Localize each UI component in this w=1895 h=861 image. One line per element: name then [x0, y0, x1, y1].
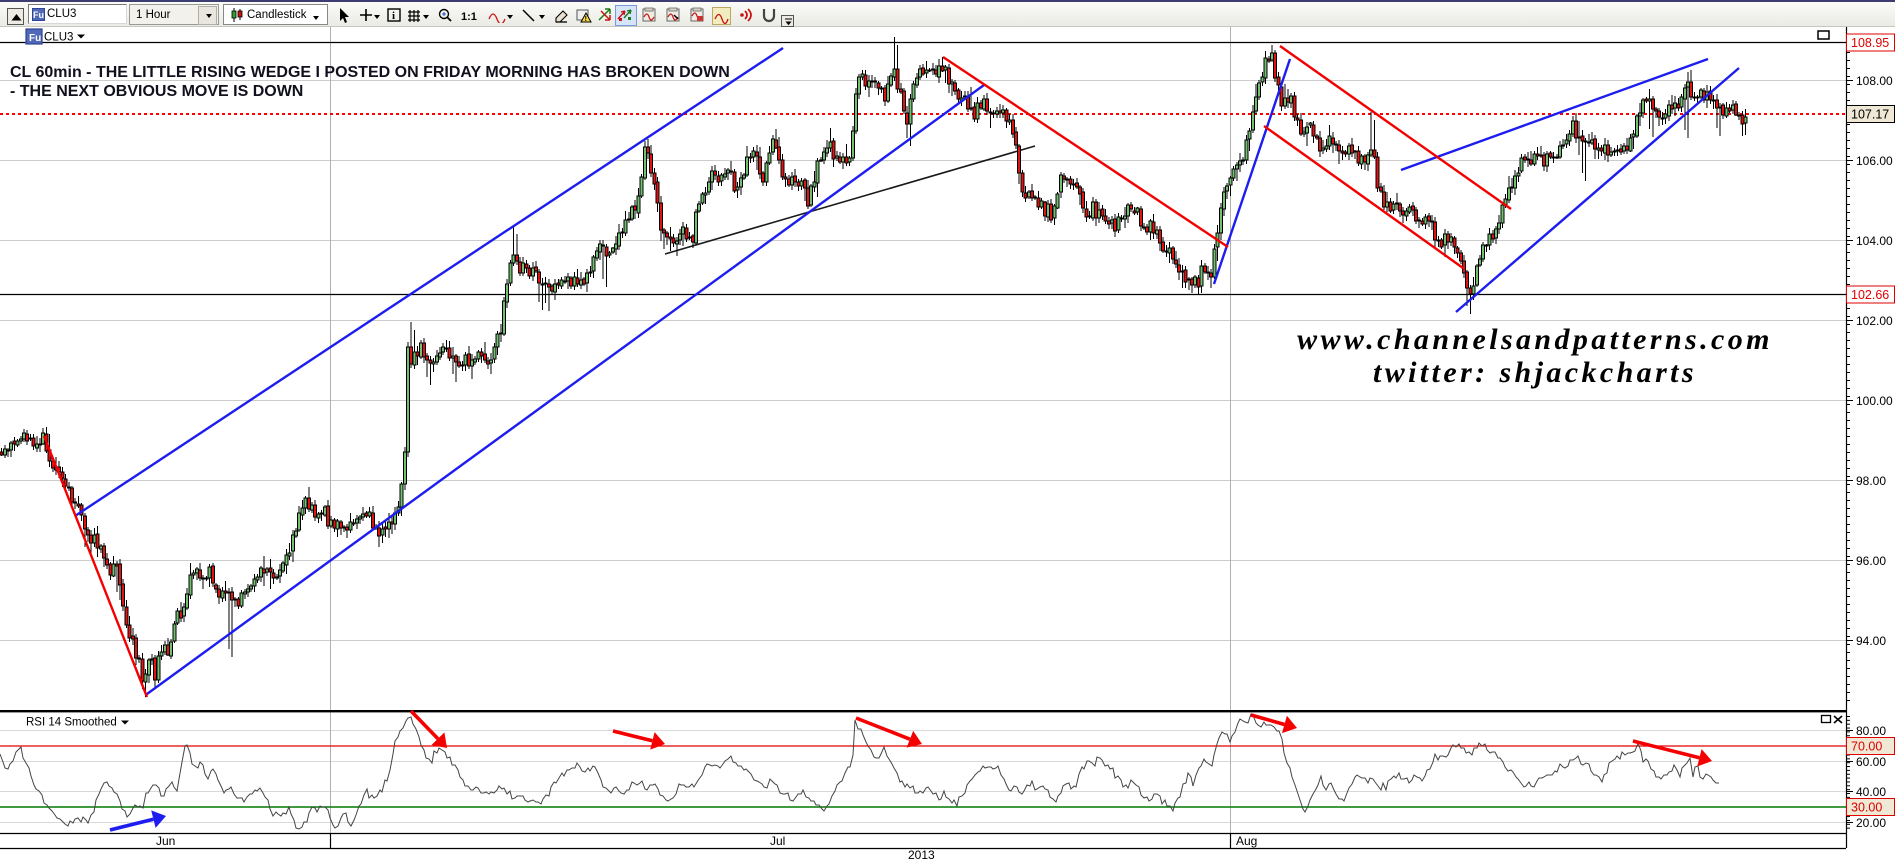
svg-text:www.channelsandpatterns.com: www.channelsandpatterns.com: [1297, 323, 1773, 356]
svg-text:- THE NEXT OBVIOUS MOVE IS DOW: - THE NEXT OBVIOUS MOVE IS DOWN: [10, 83, 303, 100]
svg-text:CL 60min - THE LITTLE RISING W: CL 60min - THE LITTLE RISING WEDGE I POS…: [10, 64, 730, 81]
svg-text:96.00: 96.00: [1856, 554, 1886, 568]
svg-text:30.00: 30.00: [1851, 801, 1882, 815]
svg-text:!: !: [585, 16, 587, 23]
svg-text:Jun: Jun: [156, 834, 175, 848]
svg-text:2013: 2013: [908, 848, 935, 861]
svg-text:106.00: 106.00: [1856, 154, 1893, 168]
svg-text:107.17: 107.17: [1851, 108, 1889, 122]
svg-text:Aug: Aug: [1236, 834, 1257, 848]
svg-text:40.00: 40.00: [1856, 785, 1886, 799]
svg-text:20.00: 20.00: [1856, 816, 1886, 830]
svg-text:102.66: 102.66: [1851, 288, 1889, 302]
svg-text:Fu: Fu: [29, 33, 41, 44]
svg-text:108.00: 108.00: [1856, 74, 1893, 88]
svg-text:104.00: 104.00: [1856, 234, 1893, 248]
svg-text:100.00: 100.00: [1856, 394, 1893, 408]
svg-text:twitter: shjackcharts: twitter: shjackcharts: [1373, 356, 1697, 389]
svg-text:70.00: 70.00: [1851, 740, 1882, 754]
svg-text:60.00: 60.00: [1856, 755, 1886, 769]
svg-text:80.00: 80.00: [1856, 724, 1886, 738]
svg-text:102.00: 102.00: [1856, 314, 1893, 328]
svg-text:i: i: [392, 10, 395, 22]
svg-text:RSI 14 Smoothed: RSI 14 Smoothed: [26, 717, 117, 729]
svg-text:94.00: 94.00: [1856, 634, 1886, 648]
svg-text:108.95: 108.95: [1851, 36, 1889, 50]
svg-text:Jul: Jul: [770, 834, 785, 848]
svg-text:98.00: 98.00: [1856, 474, 1886, 488]
svg-text:CLU3: CLU3: [44, 32, 73, 44]
